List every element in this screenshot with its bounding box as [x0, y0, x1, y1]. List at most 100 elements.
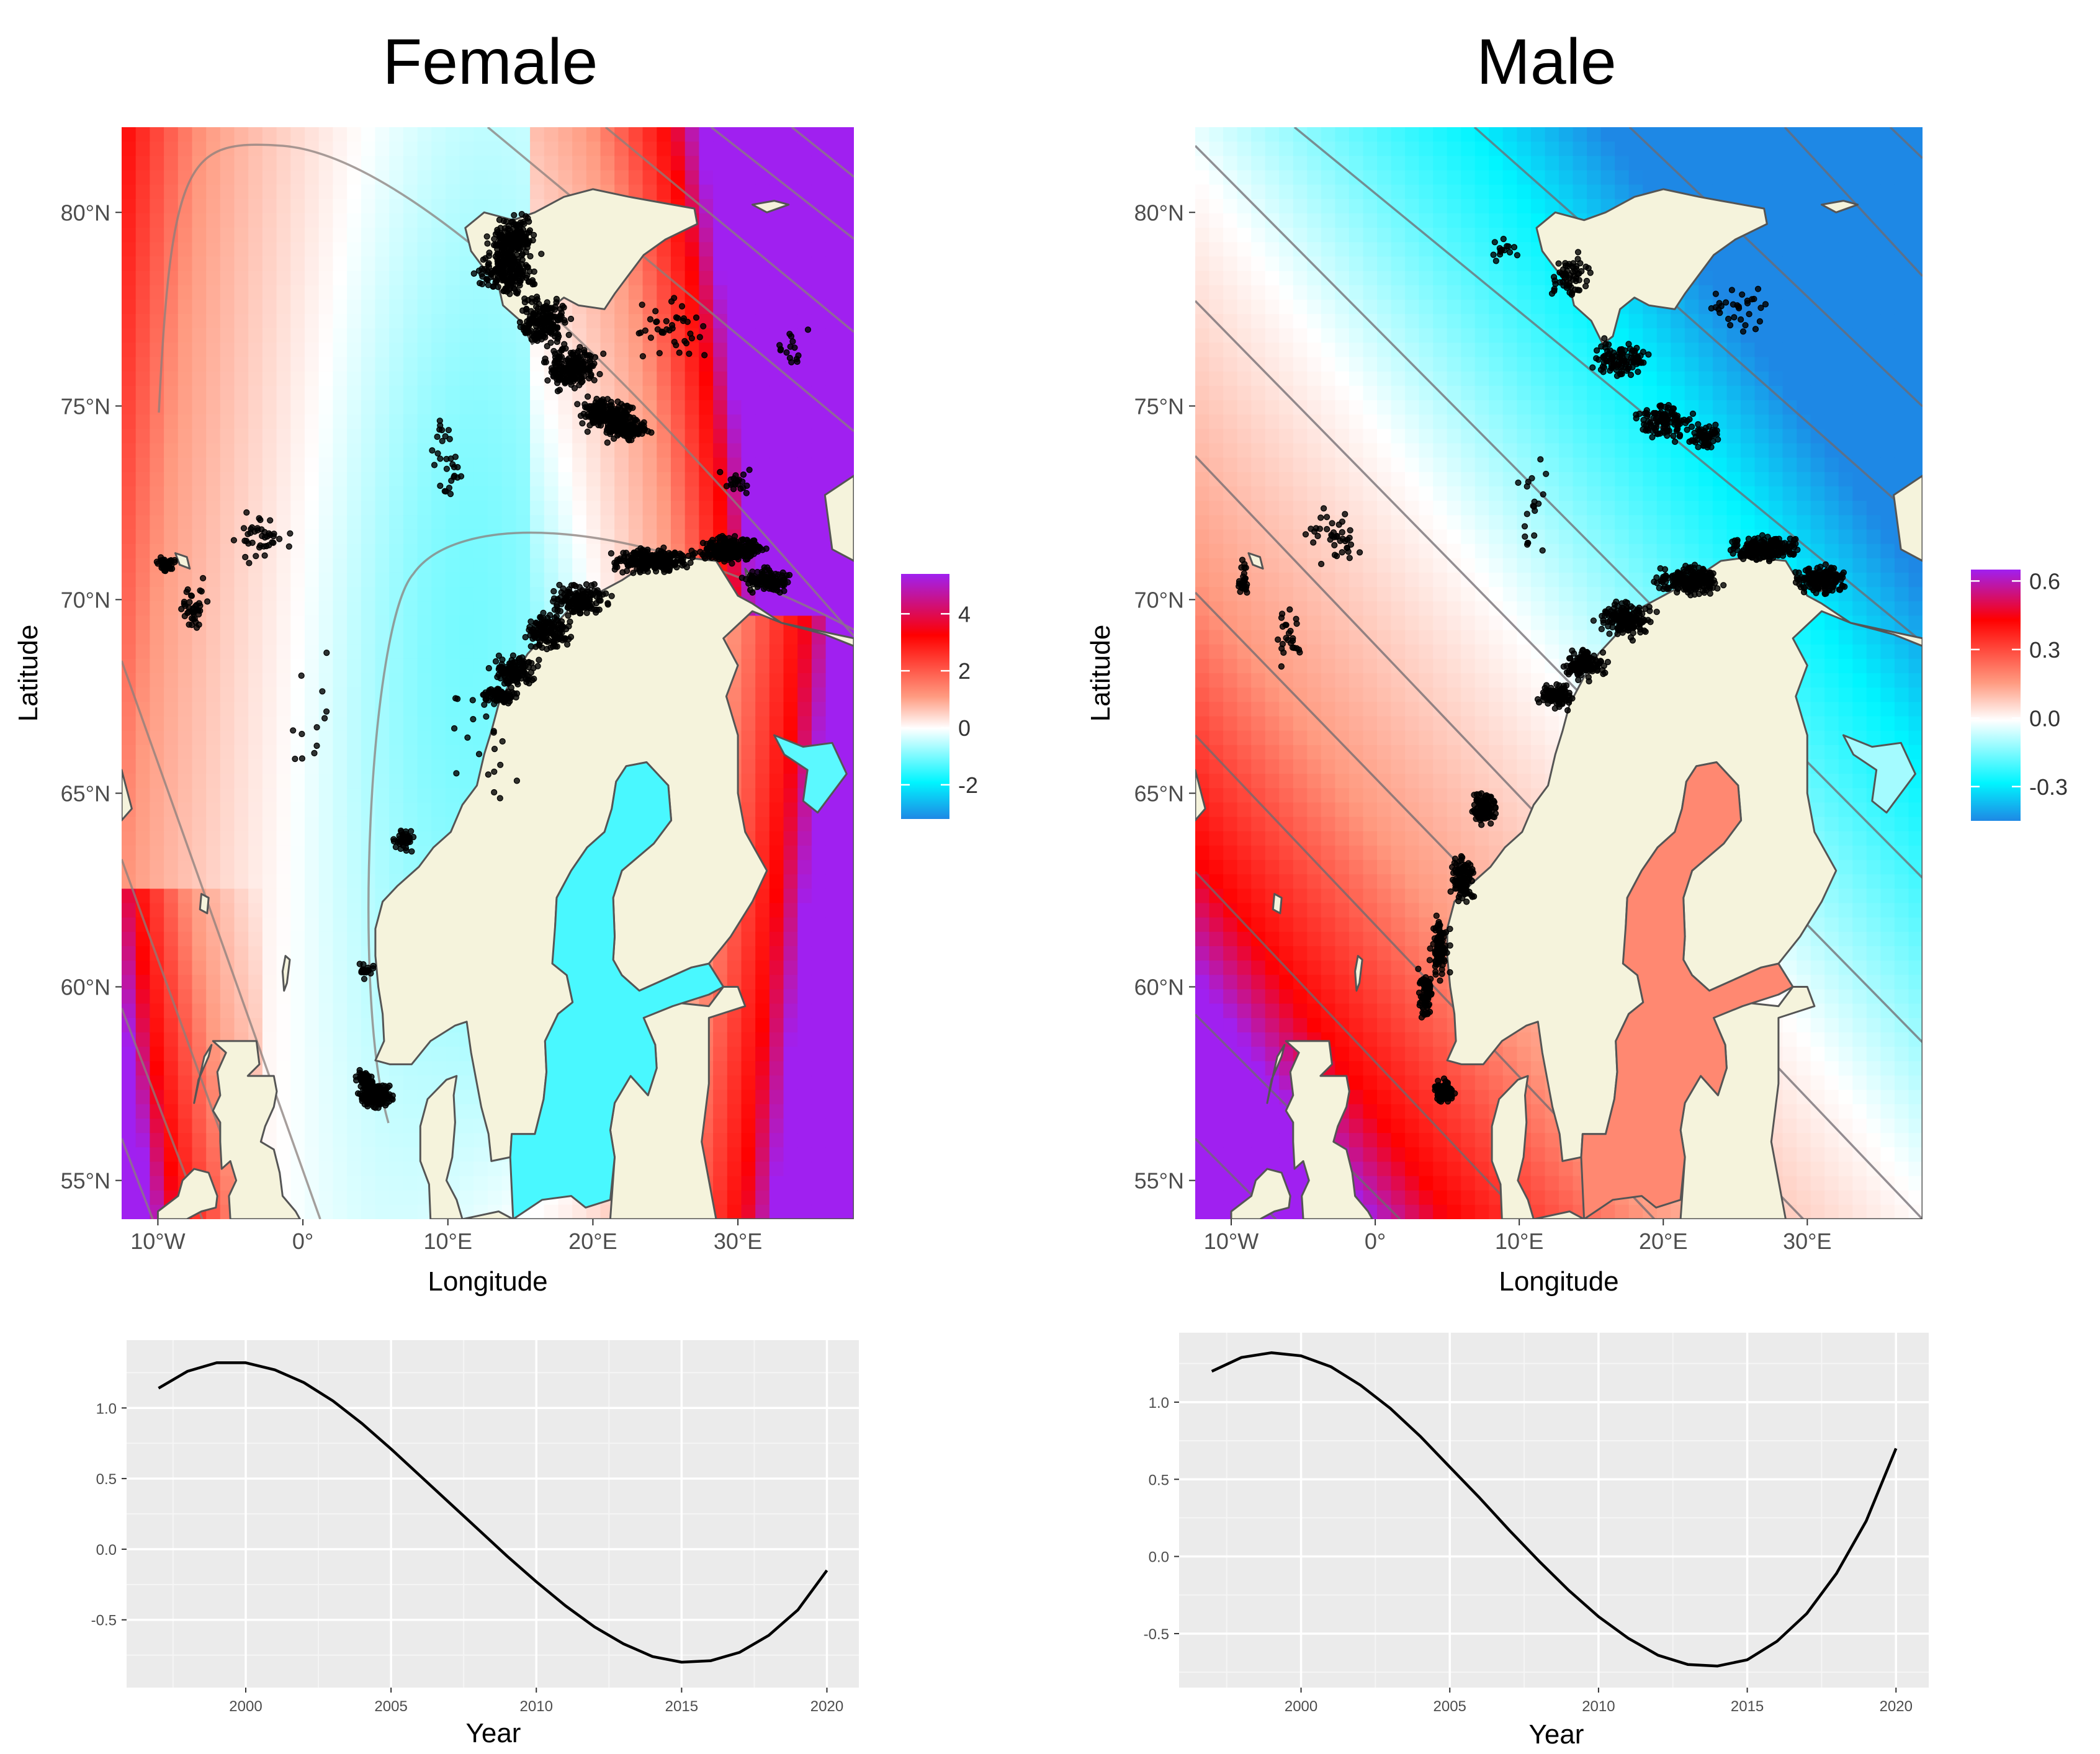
female-heatmap-tile: [220, 615, 235, 631]
female-heatmap-tile: [150, 788, 164, 803]
female-heatmap-tile: [501, 429, 517, 444]
female-heatmap-tile: [811, 414, 827, 430]
female-heatmap-tile: [389, 658, 404, 674]
female-heatmap-tile: [713, 271, 728, 286]
female-heatmap-tile: [276, 443, 292, 459]
female-heatmap-tile: [177, 975, 193, 990]
female-heatmap-tile: [797, 888, 812, 904]
female-heatmap-tile: [290, 802, 305, 818]
female-heatmap-tile: [150, 931, 164, 947]
female-heatmap-tile: [783, 156, 798, 171]
female-heatmap-tile: [713, 429, 728, 444]
female-heatmap-tile: [276, 1047, 292, 1062]
female-heatmap-tile: [769, 673, 784, 688]
female-heatmap-tile: [290, 1061, 305, 1076]
female-heatmap-tile: [318, 299, 334, 315]
female-heatmap-tile: [177, 658, 193, 674]
female-heatmap-tile: [628, 285, 644, 300]
female-observation-point: [506, 262, 513, 269]
female-heatmap-tile: [783, 314, 798, 329]
female-heatmap-tile: [318, 414, 334, 430]
female-heatmap-tile: [290, 400, 305, 415]
female-heatmap-tile: [755, 759, 770, 774]
female-heatmap-tile: [135, 529, 151, 545]
female-heatmap-tile: [727, 400, 742, 415]
female-heatmap-tile: [389, 759, 404, 774]
female-heatmap-tile: [811, 874, 827, 890]
female-heatmap-tile: [572, 443, 587, 459]
female-heatmap-tile: [164, 328, 179, 344]
female-heatmap-tile: [501, 529, 517, 545]
female-heatmap-tile: [671, 256, 686, 272]
female-heatmap-tile: [122, 702, 137, 717]
female-heatmap-tile: [699, 357, 714, 372]
female-heatmap-tile: [262, 745, 277, 760]
female-heatmap-tile: [318, 1032, 334, 1047]
female-heatmap-tile: [305, 946, 320, 961]
female-heatmap-tile: [614, 529, 629, 545]
female-heatmap-tile: [741, 931, 756, 947]
female-heatmap-tile: [783, 299, 798, 315]
female-heatmap-tile: [558, 529, 573, 545]
female-observation-point: [554, 356, 561, 362]
female-heatmap-tile: [684, 170, 700, 186]
female-heatmap-tile: [811, 1204, 827, 1219]
female-heatmap-tile: [318, 328, 334, 344]
female-heatmap-tile: [206, 156, 221, 171]
female-heatmap-tile: [713, 1118, 728, 1134]
female-heatmap-tile: [431, 702, 446, 717]
female-heatmap-tile: [783, 975, 798, 990]
female-heatmap-tile: [628, 314, 644, 329]
female-heatmap-tile: [783, 199, 798, 214]
female-heatmap-tile: [276, 156, 292, 171]
female-heatmap-tile: [501, 615, 517, 631]
female-heatmap-tile: [431, 285, 446, 300]
female-heatmap-tile: [347, 501, 362, 516]
female-heatmap-tile: [135, 472, 151, 487]
female-heatmap-tile: [501, 328, 517, 344]
female-heatmap-tile: [417, 457, 432, 473]
female-heatmap-tile: [248, 975, 263, 990]
female-heatmap-tile: [727, 960, 742, 976]
female-heatmap-tile: [783, 429, 798, 444]
female-heatmap-tile: [614, 472, 629, 487]
female-heatmap-tile: [741, 788, 756, 803]
female-heatmap-tile: [417, 256, 432, 272]
female-heatmap-tile: [769, 1075, 784, 1091]
female-heatmap-tile: [403, 1204, 418, 1219]
female-heatmap-tile: [262, 299, 277, 315]
female-observation-point: [522, 234, 529, 241]
female-observation-point: [571, 385, 578, 392]
female-heatmap-tile: [389, 558, 404, 573]
female-heatmap-tile: [375, 1204, 390, 1219]
female-heatmap-tile: [164, 213, 179, 228]
female-heatmap-tile: [361, 788, 376, 803]
female-heatmap-tile: [122, 472, 137, 487]
female-heatmap-tile: [699, 228, 714, 243]
female-heatmap-tile: [220, 774, 235, 789]
female-heatmap-tile: [164, 429, 179, 444]
female-heatmap-tile: [797, 903, 812, 918]
female-heatmap-tile: [333, 587, 348, 602]
female-heatmap-tile: [797, 242, 812, 257]
female-heatmap-tile: [825, 845, 841, 861]
female-heatmap-tile: [206, 831, 221, 846]
female-heatmap-tile: [642, 371, 658, 387]
female-heatmap-tile: [431, 745, 446, 760]
female-heatmap-tile: [220, 228, 235, 243]
female-heatmap-tile: [741, 1133, 756, 1148]
female-heatmap-tile: [361, 156, 376, 171]
female-heatmap-tile: [206, 170, 221, 186]
female-heatmap-tile: [220, 328, 235, 344]
female-heatmap-tile: [403, 673, 418, 688]
female-heatmap-tile: [276, 285, 292, 300]
female-heatmap-tile: [488, 515, 503, 530]
female-heatmap-tile: [501, 314, 517, 329]
female-heatmap-tile: [727, 127, 742, 142]
female-heatmap-tile: [840, 1032, 854, 1047]
female-heatmap-tile: [840, 903, 854, 918]
female-heatmap-tile: [220, 702, 235, 717]
female-heatmap-tile: [755, 127, 770, 142]
female-heatmap-tile: [375, 587, 390, 602]
female-heatmap-tile: [122, 285, 137, 300]
